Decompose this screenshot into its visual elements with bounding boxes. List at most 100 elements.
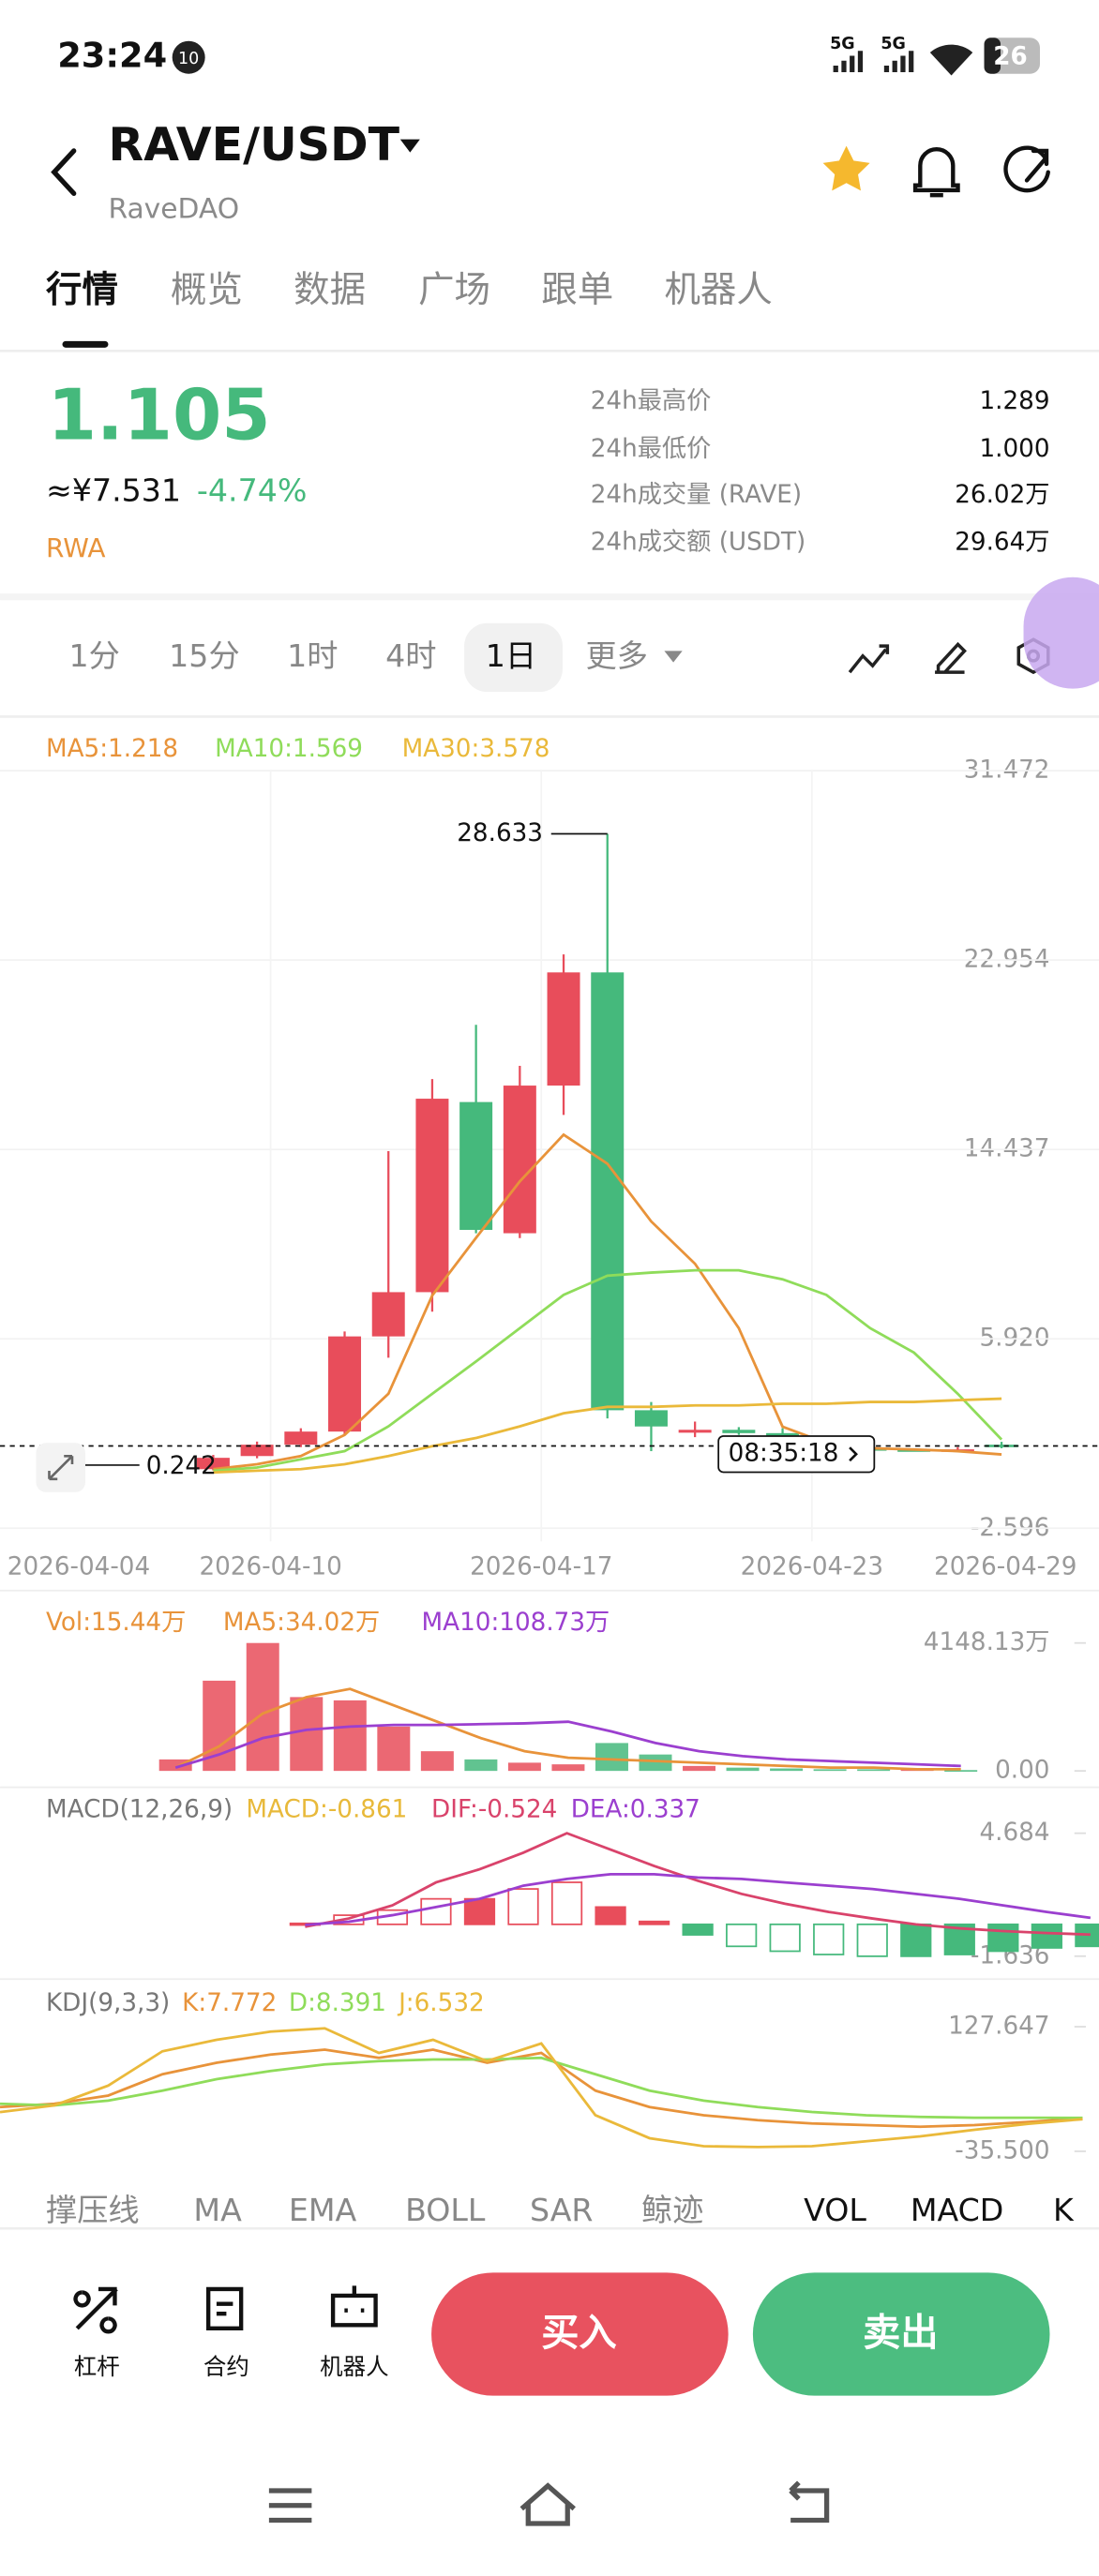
price-change: -4.74% <box>197 472 308 508</box>
macd-bar <box>507 1888 539 1925</box>
last-time-box[interactable] <box>717 1435 876 1474</box>
pair-title[interactable]: RAVE/USDT <box>108 118 399 172</box>
wifi-icon <box>929 44 973 76</box>
legend-item: K:7.772 <box>182 1989 277 2017</box>
fullscreen-icon <box>48 1454 74 1481</box>
indicator-tab[interactable]: EMA <box>289 2192 357 2228</box>
nav-back[interactable] <box>789 2480 830 2524</box>
volume-bar <box>944 1770 978 1773</box>
indicator-row: 撑压线 MA EMA BOLL SAR 鲸迹 VOL MACD K <box>46 2192 1075 2228</box>
candle-body <box>503 1086 536 1234</box>
indicator-tab[interactable]: MA <box>193 2192 242 2228</box>
action-bar: 杠杆 合约 机器人 <box>74 2353 389 2380</box>
assistant-bubble[interactable] <box>1023 577 1099 689</box>
candle-body <box>547 972 580 1086</box>
candle-body <box>722 1430 756 1433</box>
stat-label: 24h成交量 (RAVE) <box>591 481 802 509</box>
interval[interactable]: 更多 <box>585 637 647 674</box>
more-dropdown[interactable] <box>664 651 683 663</box>
macd-bar <box>420 1897 452 1925</box>
interval-active-bg <box>464 622 563 693</box>
action-label[interactable]: 机器人 <box>320 2353 388 2380</box>
interval[interactable]: 4时 <box>385 637 436 674</box>
candle-body <box>196 1458 230 1470</box>
buy-button[interactable] <box>431 2272 729 2396</box>
contract-icon[interactable] <box>205 2286 244 2331</box>
network-label: 5G <box>881 35 906 53</box>
tab[interactable]: 机器人 <box>664 269 772 311</box>
ma-line <box>213 1397 1002 1475</box>
legend-item: MA30:3.578 <box>402 735 550 763</box>
volume-bar <box>726 1767 760 1772</box>
share-icon[interactable] <box>1003 145 1050 193</box>
last-time[interactable]: 08:35:18 <box>729 1440 839 1468</box>
nav-menu[interactable] <box>268 2488 312 2524</box>
sell-label[interactable]: 卖出 <box>863 2312 938 2355</box>
status-badge: 10 <box>178 50 199 68</box>
draw-icon[interactable] <box>935 641 967 674</box>
indicator-tab[interactable]: 撑压线 <box>46 2192 140 2228</box>
project-name: RaveDAO <box>108 192 239 225</box>
sector-tag[interactable]: RWA <box>46 532 106 563</box>
legend-item: DEA:0.337 <box>571 1796 700 1824</box>
volume-bar <box>464 1759 498 1772</box>
indicator-tab[interactable]: 鲸迹 <box>641 2192 703 2228</box>
buy-label[interactable]: 买入 <box>541 2312 616 2355</box>
legend-item: MA10:1.569 <box>215 735 363 763</box>
indicator-tab[interactable]: MACD <box>911 2192 1004 2228</box>
interval[interactable]: 1时 <box>287 637 338 674</box>
indicator-tab[interactable]: SAR <box>530 2192 594 2228</box>
leverage-icon[interactable] <box>73 2286 118 2334</box>
candle-body <box>985 1445 1018 1447</box>
sell-button[interactable] <box>752 2272 1050 2396</box>
legend-item: MACD(12,26,9) <box>46 1796 233 1824</box>
indicator-icon[interactable] <box>848 644 890 674</box>
action-label[interactable]: 合约 <box>203 2353 249 2380</box>
indicator-tab[interactable]: K <box>1053 2192 1075 2228</box>
action-label[interactable]: 杠杆 <box>74 2353 120 2380</box>
nav-home[interactable] <box>519 2482 576 2526</box>
volume-bar <box>246 1642 279 1772</box>
y-tick-label: 4.684 <box>979 1819 1049 1847</box>
macd-bar <box>463 1897 496 1925</box>
tab[interactable]: 数据 <box>294 269 366 311</box>
robot-icon[interactable] <box>330 2285 378 2328</box>
interval[interactable]: 15分 <box>169 637 240 674</box>
macd-bar <box>769 1923 801 1953</box>
volume-bar <box>507 1762 541 1772</box>
tab[interactable]: 跟单 <box>541 269 613 311</box>
legend-item: MA10:108.73万 <box>422 1609 610 1637</box>
back-button[interactable] <box>51 148 77 197</box>
status-badge-bg <box>172 40 205 74</box>
macd-bar <box>550 1881 583 1925</box>
macd-line <box>305 1872 1091 1926</box>
interval-bar: 1分 15分 1时 4时 1日 更多 <box>68 637 647 674</box>
stat-value: 26.02万 <box>955 481 1049 509</box>
tab[interactable]: 概览 <box>171 269 243 311</box>
interval[interactable]: 1分 <box>68 637 119 674</box>
high-label: 28.633 <box>457 819 543 847</box>
interval[interactable]: 1日 <box>486 637 536 674</box>
macd-line <box>305 1832 1091 1937</box>
x-tick-label: 2026-04-23 <box>741 1553 883 1581</box>
favorite-icon[interactable] <box>822 145 870 191</box>
tab[interactable]: 广场 <box>418 269 490 311</box>
stat-label: 24h最高价 <box>591 387 712 415</box>
pair-dropdown[interactable] <box>399 139 420 153</box>
indicator-tab[interactable]: BOLL <box>405 2192 486 2228</box>
volume-ma-line <box>174 1687 961 1771</box>
stat-value: 29.64万 <box>955 528 1049 556</box>
tab[interactable]: 行情 <box>46 269 118 311</box>
battery-level <box>984 37 1001 74</box>
legend-item: MA5:1.218 <box>46 735 178 763</box>
legend-item: MACD:-0.861 <box>246 1796 407 1824</box>
stat-label: 24h成交额 (USDT) <box>591 528 805 556</box>
macd-bar <box>1031 1923 1062 1949</box>
divider <box>0 593 1099 601</box>
indicator-tab[interactable]: VOL <box>804 2192 866 2228</box>
candle-body <box>459 1101 493 1231</box>
macd-bar <box>595 1906 626 1925</box>
alert-icon[interactable] <box>912 147 960 198</box>
